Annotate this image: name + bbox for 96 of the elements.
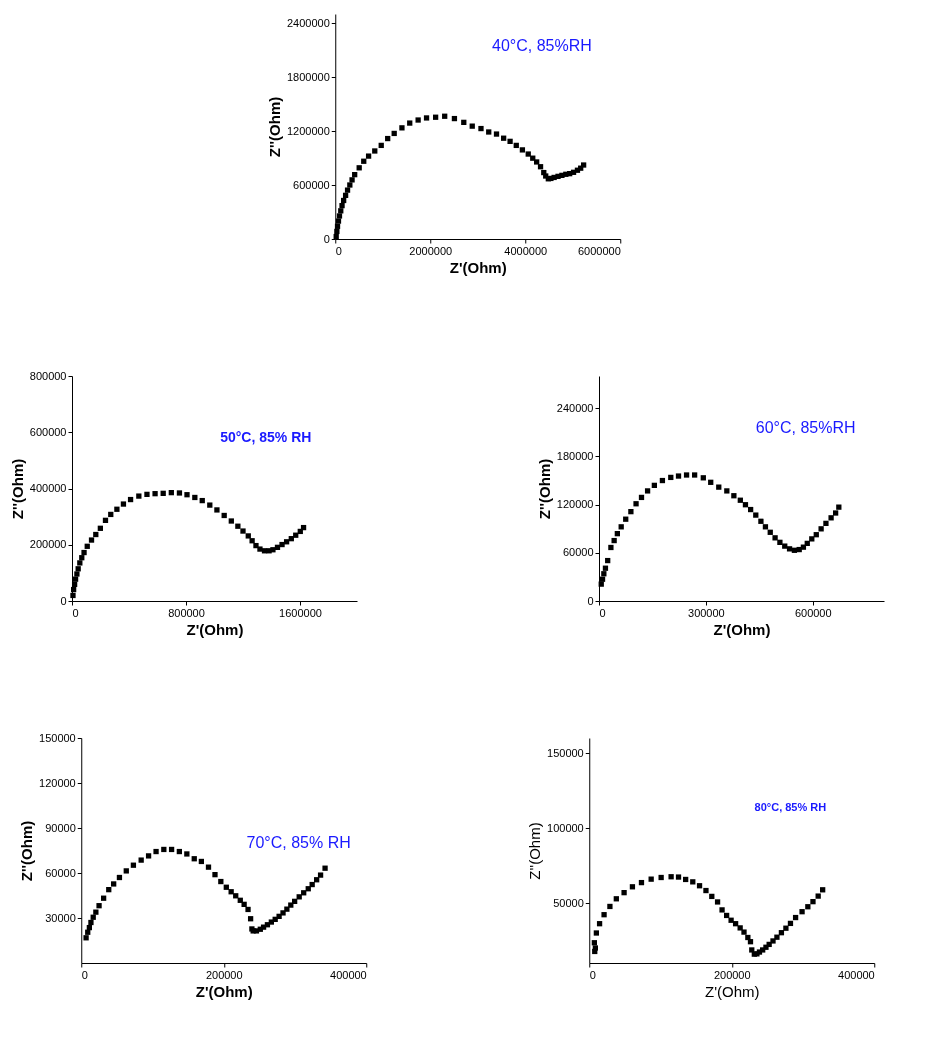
x-tick-label: 6000000 <box>577 244 621 257</box>
y-tick-label: 120000 <box>556 498 594 511</box>
y-tick-label: 400000 <box>29 482 67 494</box>
x-axis-title: Z'(Ohm) <box>449 258 507 276</box>
x-axis-title: Z'(Ohm) <box>195 982 253 1000</box>
y-tick-label: 1200000 <box>286 124 330 137</box>
point <box>77 560 83 566</box>
y-tick-label: 200000 <box>29 538 67 551</box>
x-tick-label: 0 <box>335 244 342 257</box>
point <box>120 501 127 507</box>
y-axis-title: Z''(Ohm) <box>526 822 544 880</box>
point <box>235 523 241 529</box>
y-tick-label: 150000 <box>39 731 76 744</box>
y-tick-label: 150000 <box>547 746 584 759</box>
y-tick-label: 50000 <box>553 896 584 909</box>
x-tick-label: 0 <box>599 606 606 619</box>
y-tick-label: 2400000 <box>286 16 330 29</box>
point <box>214 507 220 513</box>
point <box>691 472 698 478</box>
point <box>176 490 183 496</box>
y-tick-label: 90000 <box>45 821 76 834</box>
point <box>136 493 142 499</box>
y-axis-title: Z''(Ohm) <box>8 458 26 520</box>
x-tick-label: 200000 <box>205 968 243 981</box>
point <box>828 515 834 521</box>
point <box>228 518 234 524</box>
point <box>633 501 639 507</box>
x-axis-title: Z'(Ohm) <box>186 620 244 638</box>
y-tick-label: 180000 <box>556 449 594 462</box>
point <box>772 535 778 541</box>
x-tick-label: 300000 <box>688 606 725 619</box>
annotation: 50°C, 85% RH <box>220 429 312 445</box>
point <box>832 510 839 516</box>
x-tick-label: 800000 <box>168 606 205 619</box>
point <box>245 533 251 539</box>
y-axis-title: Z''(Ohm) <box>265 96 283 158</box>
y-tick-label: 600000 <box>29 425 67 438</box>
point <box>782 543 788 549</box>
y-tick-label: 0 <box>587 594 594 607</box>
point <box>184 492 190 498</box>
point <box>257 546 263 552</box>
y-tick-label: 0 <box>60 594 67 607</box>
point <box>598 581 604 587</box>
x-axis-title: Z'(Ohm) <box>704 982 760 1000</box>
point <box>628 509 634 515</box>
y-tick-label: 100000 <box>547 821 584 834</box>
point <box>240 528 246 534</box>
x-tick-label: 400000 <box>330 968 367 981</box>
point <box>88 537 95 543</box>
y-axis-title: Z''(Ohm) <box>18 820 36 882</box>
point <box>152 491 158 497</box>
point <box>809 536 815 542</box>
y-tick-label: 30000 <box>45 911 76 924</box>
y-tick-label: 60000 <box>45 866 76 879</box>
annotation: 70°C, 85% RH <box>246 834 351 851</box>
point <box>207 502 213 508</box>
y-tick-label: 800000 <box>29 369 67 382</box>
point <box>716 484 722 490</box>
x-tick-label: 4000000 <box>504 244 548 257</box>
point <box>144 491 150 498</box>
annotation: 60°C, 85%RH <box>755 419 856 436</box>
x-tick-label: 2000000 <box>409 244 453 257</box>
point <box>279 541 285 548</box>
point <box>611 537 617 544</box>
point <box>270 547 276 553</box>
point <box>731 493 737 499</box>
x-tick-label: 0 <box>81 968 88 981</box>
annotation: 40°C, 85%RH <box>492 37 592 54</box>
point <box>777 539 783 545</box>
point <box>74 571 80 577</box>
y-tick-label: 1800000 <box>286 70 330 83</box>
point <box>608 544 614 551</box>
y-tick-label: 0 <box>323 232 330 245</box>
point <box>114 506 120 512</box>
y-tick-label: 600000 <box>293 178 330 191</box>
y-tick-label: 120000 <box>39 776 76 789</box>
point <box>836 504 842 510</box>
annotation: 80°C, 85% RH <box>754 801 827 813</box>
x-tick-label: 1600000 <box>279 606 322 619</box>
x-axis-title: Z'(Ohm) <box>713 620 771 638</box>
point <box>758 518 764 524</box>
point <box>823 520 829 527</box>
y-axis-title: Z''(Ohm) <box>535 458 553 520</box>
x-tick-label: 400000 <box>838 968 875 981</box>
y-tick-label: 240000 <box>556 401 594 414</box>
point <box>683 472 690 478</box>
point <box>644 488 651 494</box>
x-tick-label: 200000 <box>713 968 751 981</box>
point <box>675 473 682 479</box>
point <box>753 512 759 518</box>
point <box>818 526 824 532</box>
y-tick-label: 60000 <box>562 546 594 559</box>
point <box>81 549 87 556</box>
point <box>724 488 730 494</box>
x-tick-label: 600000 <box>794 606 832 619</box>
point <box>249 538 255 544</box>
